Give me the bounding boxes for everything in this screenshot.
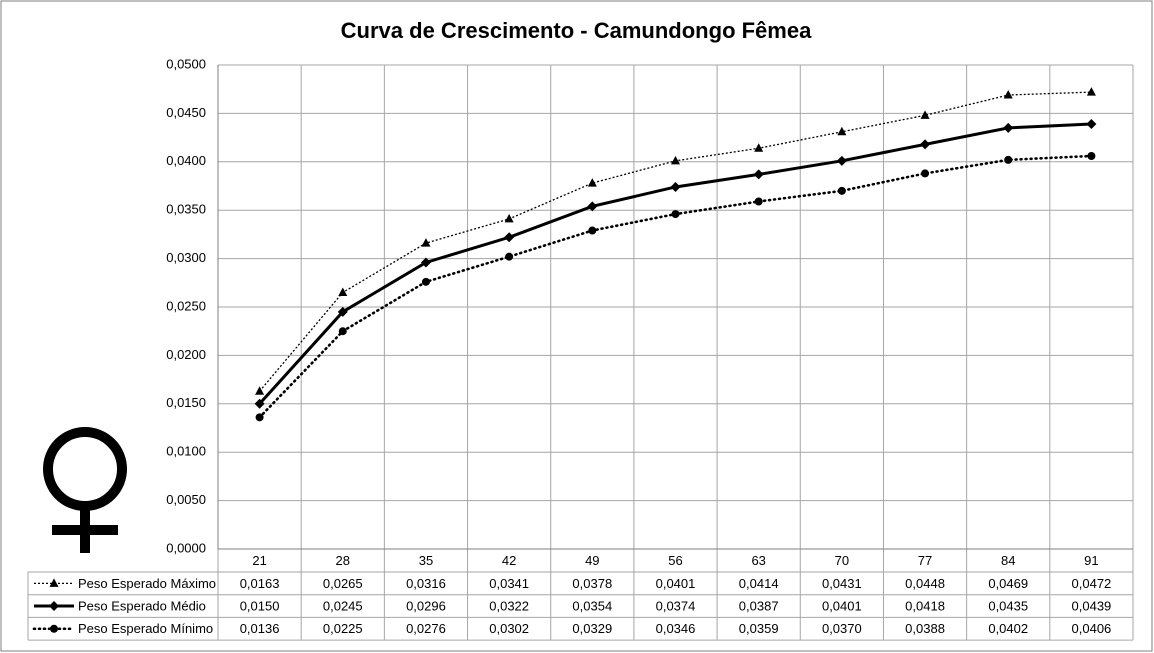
table-value: 0,0341 <box>489 576 529 591</box>
table-value: 0,0439 <box>1072 598 1112 613</box>
data-point <box>587 201 598 212</box>
y-tick-label: 0,0450 <box>166 105 206 120</box>
x-tick-label: 70 <box>835 553 849 568</box>
table-value: 0,0414 <box>739 576 779 591</box>
table-value: 0,0265 <box>323 576 363 591</box>
y-tick-label: 0,0250 <box>166 298 206 313</box>
x-tick-label: 28 <box>336 553 350 568</box>
data-point <box>254 398 265 409</box>
legend-label: Peso Esperado Médio <box>78 598 206 613</box>
table-value: 0,0374 <box>656 598 696 613</box>
data-point <box>588 226 597 235</box>
data-point <box>1086 87 1096 96</box>
data-point <box>337 306 348 317</box>
table-value: 0,0472 <box>1072 576 1112 591</box>
y-tick-label: 0,0200 <box>166 347 206 362</box>
y-tick-label: 0,0350 <box>166 202 206 217</box>
table-value: 0,0387 <box>739 598 779 613</box>
table-value: 0,0329 <box>572 621 612 636</box>
x-tick-label: 77 <box>918 553 932 568</box>
table-value: 0,0245 <box>323 598 363 613</box>
data-point <box>338 287 348 296</box>
table-value: 0,0431 <box>822 576 862 591</box>
data-point <box>920 110 930 119</box>
table-value: 0,0302 <box>489 621 529 636</box>
y-tick-label: 0,0050 <box>166 492 206 507</box>
legend-marker <box>49 601 59 612</box>
data-point <box>1003 90 1013 99</box>
data-point <box>671 210 680 219</box>
y-tick-label: 0,0300 <box>166 250 206 265</box>
x-tick-label: 91 <box>1084 553 1098 568</box>
data-point <box>753 169 764 180</box>
table-value: 0,0316 <box>406 576 446 591</box>
table-value: 0,0346 <box>656 621 696 636</box>
data-point <box>921 169 930 178</box>
x-tick-label: 56 <box>668 553 682 568</box>
y-tick-label: 0,0100 <box>166 444 206 459</box>
data-point <box>1086 119 1097 130</box>
table-value: 0,0378 <box>572 576 612 591</box>
data-point <box>255 386 265 395</box>
table-value: 0,0354 <box>572 598 612 613</box>
y-tick-label: 0,0000 <box>166 540 206 555</box>
table-value: 0,0418 <box>905 598 945 613</box>
table-value: 0,0296 <box>406 598 446 613</box>
table-value: 0,0150 <box>240 598 280 613</box>
data-point <box>836 155 847 166</box>
table-value: 0,0359 <box>739 621 779 636</box>
table-value: 0,0136 <box>240 621 280 636</box>
y-tick-label: 0,0500 <box>166 56 206 71</box>
table-value: 0,0402 <box>988 621 1028 636</box>
data-point <box>421 238 431 247</box>
data-point <box>421 277 430 286</box>
x-tick-label: 63 <box>751 553 765 568</box>
data-point <box>837 126 847 136</box>
x-tick-label: 84 <box>1001 553 1015 568</box>
table-value: 0,0469 <box>988 576 1028 591</box>
table-value: 0,0406 <box>1072 621 1112 636</box>
data-point <box>504 232 515 243</box>
x-tick-label: 42 <box>502 553 516 568</box>
y-tick-label: 0,0400 <box>166 153 206 168</box>
legend-marker <box>49 578 59 587</box>
data-point <box>505 252 514 261</box>
female-symbol <box>43 427 127 553</box>
legend-marker <box>50 624 58 633</box>
table-value: 0,0225 <box>323 621 363 636</box>
y-tick-label: 0,0150 <box>166 395 206 410</box>
table-value: 0,0163 <box>240 576 280 591</box>
table-value: 0,0388 <box>905 621 945 636</box>
x-tick-label: 21 <box>252 553 266 568</box>
data-point <box>1004 155 1013 164</box>
table-value: 0,0401 <box>656 576 696 591</box>
table-value: 0,0322 <box>489 598 529 613</box>
table-value: 0,0401 <box>822 598 862 613</box>
table-value: 0,0435 <box>988 598 1028 613</box>
x-tick-label: 35 <box>419 553 433 568</box>
data-point <box>504 213 514 223</box>
data-point <box>1087 151 1096 160</box>
data-point <box>754 143 764 152</box>
legend-label: Peso Esperado Mínimo <box>78 621 213 636</box>
data-point <box>671 155 680 165</box>
data-point <box>754 197 763 206</box>
data-point <box>670 181 681 192</box>
legend-label: Peso Esperado Máximo <box>78 576 216 591</box>
chart-title: Curva de Crescimento - Camundongo Fêmea <box>341 18 812 43</box>
x-tick-label: 49 <box>585 553 599 568</box>
data-point <box>837 186 846 195</box>
data-point <box>255 413 264 422</box>
data-point <box>420 257 431 268</box>
table-value: 0,0276 <box>406 621 446 636</box>
table-value: 0,0370 <box>822 621 862 636</box>
table-value: 0,0448 <box>905 576 945 591</box>
data-point <box>587 178 597 187</box>
data-point <box>338 327 347 336</box>
data-point <box>1003 122 1014 133</box>
data-point <box>920 139 931 150</box>
